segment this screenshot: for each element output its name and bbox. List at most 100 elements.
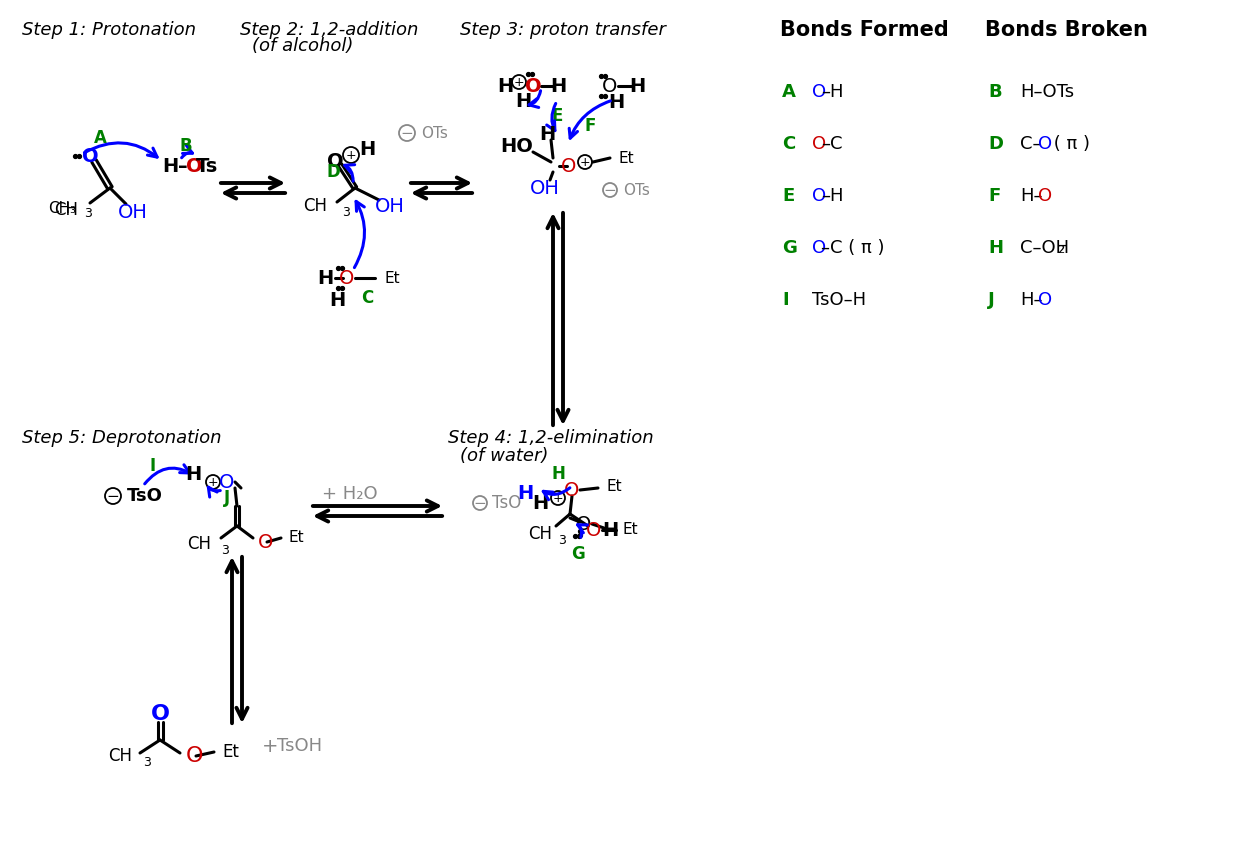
Text: H: H — [551, 465, 565, 483]
Text: +: + — [262, 736, 278, 756]
Text: Et: Et — [221, 743, 239, 761]
Text: E: E — [782, 187, 794, 205]
Text: CH: CH — [108, 747, 132, 765]
Text: A: A — [93, 129, 107, 147]
Text: H: H — [538, 124, 555, 144]
Text: OTs: OTs — [623, 182, 650, 198]
Text: −: − — [107, 489, 120, 503]
Text: Bonds Broken: Bonds Broken — [985, 20, 1147, 40]
Text: H: H — [185, 465, 201, 484]
Text: H: H — [550, 76, 566, 96]
Text: O: O — [561, 157, 576, 175]
Text: +: + — [208, 475, 219, 489]
Text: H: H — [517, 484, 533, 502]
Text: OTs: OTs — [421, 126, 448, 140]
Text: O: O — [258, 532, 273, 551]
Text: +: + — [346, 148, 356, 162]
Text: I: I — [150, 457, 156, 475]
Text: +: + — [552, 491, 564, 504]
Text: Step 1: Protonation: Step 1: Protonation — [21, 21, 196, 39]
Text: Et: Et — [289, 531, 304, 545]
Text: Bonds Formed: Bonds Formed — [780, 20, 949, 40]
Text: TsO: TsO — [127, 487, 162, 505]
Text: O: O — [1038, 135, 1053, 153]
Text: H–OTs: H–OTs — [1020, 83, 1074, 101]
Text: I: I — [782, 291, 789, 309]
Text: TsO: TsO — [492, 494, 521, 512]
Text: H: H — [515, 92, 531, 110]
Text: Et: Et — [619, 151, 634, 165]
Text: HO: HO — [501, 136, 533, 156]
Text: O: O — [186, 746, 204, 766]
Text: O: O — [811, 83, 827, 101]
Text: G: G — [782, 239, 796, 257]
Text: –C: –C — [821, 135, 843, 153]
Text: H: H — [608, 92, 624, 111]
Text: 3: 3 — [143, 756, 151, 769]
Text: H–: H– — [1020, 291, 1043, 309]
Text: 3: 3 — [84, 206, 92, 219]
Text: C: C — [361, 289, 374, 307]
Text: CH: CH — [187, 535, 211, 553]
Text: O: O — [151, 704, 170, 724]
Text: ( π ): ( π ) — [1048, 135, 1089, 153]
Text: F: F — [584, 117, 596, 135]
Text: O: O — [603, 76, 618, 96]
Text: (of water): (of water) — [460, 447, 548, 465]
Text: A: A — [782, 83, 796, 101]
Text: –C ( π ): –C ( π ) — [821, 239, 884, 257]
Text: H: H — [317, 269, 333, 288]
Text: G: G — [571, 545, 585, 563]
Text: O: O — [1038, 291, 1053, 309]
Text: H: H — [629, 76, 645, 96]
Text: O: O — [811, 187, 827, 205]
Text: Ts: Ts — [196, 157, 218, 175]
Text: –: – — [179, 157, 187, 175]
Text: 3: 3 — [559, 533, 566, 546]
Text: H: H — [328, 290, 345, 310]
Text: +: + — [513, 75, 525, 88]
Text: E: E — [551, 107, 562, 125]
Text: F: F — [988, 187, 1000, 205]
Text: H: H — [162, 157, 179, 175]
Text: B: B — [988, 83, 1001, 101]
Text: J: J — [224, 489, 230, 507]
Text: OH: OH — [375, 197, 405, 216]
Text: −: − — [473, 496, 487, 510]
Text: Step 2: 1,2-addition: Step 2: 1,2-addition — [240, 21, 419, 39]
Text: Et: Et — [621, 522, 638, 538]
Text: B: B — [180, 137, 192, 155]
Text: Step 5: Deprotonation: Step 5: Deprotonation — [21, 429, 221, 447]
Text: CH: CH — [303, 197, 327, 215]
Text: Step 4: 1,2-elimination: Step 4: 1,2-elimination — [448, 429, 654, 447]
Text: CH: CH — [528, 525, 552, 543]
Text: O: O — [811, 135, 827, 153]
Text: Et: Et — [608, 479, 623, 494]
Text: O: O — [576, 514, 591, 533]
Text: D: D — [326, 163, 340, 181]
Text: O: O — [186, 157, 203, 175]
Text: O: O — [82, 146, 98, 165]
Text: CH₃: CH₃ — [48, 200, 75, 216]
Text: ₂: ₂ — [1057, 239, 1064, 257]
Text: –H: –H — [821, 83, 844, 101]
Text: O: O — [219, 473, 235, 491]
Text: H–: H– — [1020, 187, 1043, 205]
Text: –H: –H — [821, 187, 844, 205]
Text: D: D — [988, 135, 1003, 153]
Text: C–: C– — [1020, 135, 1042, 153]
Text: −: − — [400, 126, 414, 140]
Text: OH: OH — [118, 203, 148, 222]
Text: 3: 3 — [342, 205, 350, 218]
Text: H: H — [359, 140, 375, 158]
Text: Step 3: proton transfer: Step 3: proton transfer — [460, 21, 665, 39]
Text: TsOH: TsOH — [278, 737, 322, 755]
Text: H: H — [988, 239, 1003, 257]
Text: (of alcohol): (of alcohol) — [252, 37, 353, 55]
Text: C–OH: C–OH — [1020, 239, 1069, 257]
Text: O: O — [586, 520, 601, 539]
Text: OH: OH — [530, 179, 560, 198]
Text: J: J — [988, 291, 995, 309]
Text: TsO–H: TsO–H — [811, 291, 866, 309]
Text: + H₂O: + H₂O — [322, 485, 377, 503]
